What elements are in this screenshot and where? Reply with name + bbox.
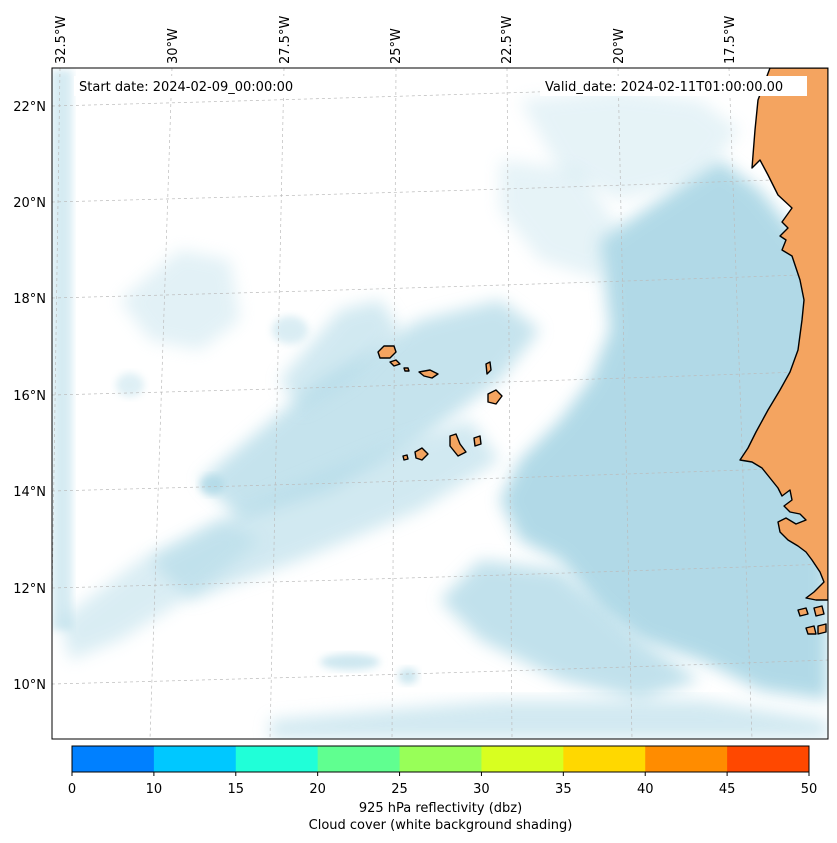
colorbar-segment [153,746,237,772]
colorbar-tick-label: 25 [391,782,408,797]
lon-label: 22.5°W [500,16,515,64]
colorbar-segment [645,746,728,772]
start-date-box [74,76,312,96]
lat-label: 12°N [13,582,46,597]
lon-label: 30°W [166,28,181,64]
colorbar-tick-label: 15 [228,782,245,797]
graticule [52,68,828,739]
sao-nicolau-island [418,369,439,379]
colorbar-segment [727,746,810,772]
lat-label: 14°N [13,485,46,500]
map-frame [51,67,829,740]
lon-label: 17.5°W [723,16,738,64]
start-date: Start date: 2024-02-09_00:00:00 [79,80,293,95]
sao-vicente-island [389,359,401,367]
colorbar-label: 925 hPa reflectivity (dbz) [358,801,523,816]
africa-coast [739,68,828,601]
lat-label: 18°N [13,292,46,307]
lon-label: 27.5°W [278,16,293,64]
colorbar-tick-label: 20 [309,782,326,797]
colorbar-tick-label: 35 [555,782,572,797]
colorbar-segment [235,746,319,772]
sal-island [485,361,492,375]
colorbar-frame [71,745,810,773]
colorbar-sublabel: Cloud cover (white background shading) [308,818,573,833]
valid-date: Valid_date: 2024-02-11T01:00:00.00 [545,80,783,95]
colorbar-tick-label: 30 [473,782,490,797]
bijagos-island-2 [813,605,825,617]
colorbar-segment [563,746,646,772]
colorbar-segment [317,746,401,772]
colorbar-segments [72,746,810,772]
colorbar-tick-label: 0 [68,782,76,797]
longitude-labels: 32.5°W 30°W 27.5°W 25°W 22.5°W 20°W 17.5… [54,16,738,64]
brava-island [402,454,409,461]
cloud-cover-layer [52,70,828,739]
colorbar-tick-label: 40 [637,782,654,797]
latitude-labels: 22°N 20°N 18°N 16°N 14°N 12°N 10°N [13,100,46,693]
bijagos-island-1 [797,607,809,617]
maio-island [473,435,482,447]
colorbar-segment [72,746,155,772]
lon-label: 20°W [612,28,627,64]
colorbar-segment [399,746,482,772]
colorbar-ticks: 0 10 15 20 25 30 35 40 45 50 [68,772,817,797]
bijagos-island-3 [805,625,817,635]
colorbar-tick-label: 50 [801,782,818,797]
land-layer [377,68,828,635]
lat-label: 16°N [13,389,46,404]
bijagos-island-4 [817,623,827,635]
lat-label: 22°N [13,100,46,115]
colorbar-segment [481,746,564,772]
valid-date-box [540,76,807,96]
lon-label: 32.5°W [54,16,69,64]
santo-antao-island [377,345,397,359]
colorbar-tick-label: 10 [146,782,163,797]
lat-label: 10°N [13,678,46,693]
colorbar-tick-label: 45 [719,782,736,797]
lat-label: 20°N [13,196,46,211]
boa-vista-island [487,389,503,405]
santa-luzia-island [403,367,410,372]
fogo-island [414,447,429,461]
colorbar: 0 10 15 20 25 30 35 40 45 50 [68,745,817,797]
santiago-island [449,433,467,457]
lon-label: 25°W [389,28,404,64]
